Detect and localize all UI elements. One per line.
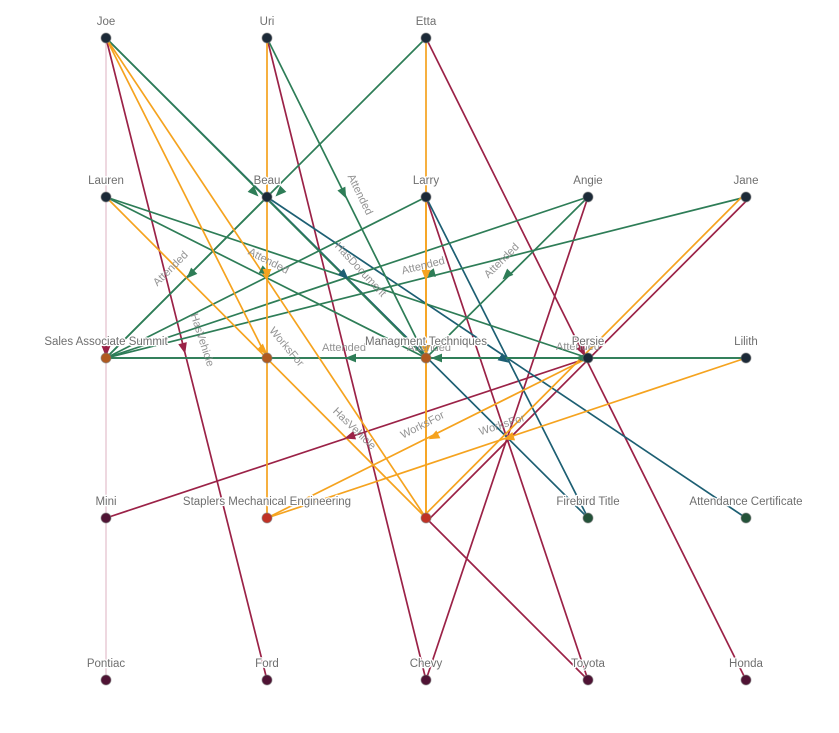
node-Lauren[interactable] (100, 191, 112, 203)
edge-Uri-HasVehicle-Chevy (266, 37, 427, 681)
node-label-Honda: Honda (729, 658, 763, 670)
node-Ford[interactable] (261, 674, 273, 686)
node-Persie[interactable] (582, 352, 594, 364)
node-Etta[interactable] (420, 32, 432, 44)
edge-label-Attended-0: Attended (151, 249, 191, 289)
nodes-layer (100, 32, 752, 686)
node-FT[interactable] (582, 512, 594, 524)
node-label-Toyota: Toyota (571, 658, 605, 670)
node-Pontiac[interactable] (100, 674, 112, 686)
node-MT[interactable] (420, 352, 432, 364)
node-label-Angie: Angie (573, 175, 602, 187)
node-labels-layer: Joe Uri Etta Lauren Beau Larry Angie Jane Sales … (43, 15, 804, 672)
node-Lilith[interactable] (740, 352, 752, 364)
node-label-Chevy: Chevy (410, 658, 443, 670)
arrowhead-Attended-icon (275, 185, 287, 197)
arrowhead-WorksFor-icon (256, 343, 268, 355)
edge-label-Attended-6: Attended (322, 342, 366, 354)
arrowhead-Attended-icon (502, 268, 514, 280)
node-label-Jane: Jane (734, 175, 759, 187)
node-Larry[interactable] (420, 191, 432, 203)
arrowhead-HasVehicle-icon (101, 346, 111, 357)
node-label-Etta: Etta (416, 16, 437, 28)
arrowhead-WorksFor-icon (262, 269, 272, 280)
edge-label-HasVehicle-12: HasVehicle (188, 312, 216, 368)
node-label-Ford: Ford (255, 658, 279, 670)
arrowheads-layer (101, 185, 586, 441)
node-label-Mini: Mini (95, 496, 116, 508)
arrowhead-Attended-icon (431, 353, 442, 363)
node-Honda[interactable] (740, 674, 752, 686)
node-label-Uri: Uri (260, 16, 275, 28)
arrowhead-HasDocument-icon (497, 352, 510, 363)
node-Jane[interactable] (740, 191, 752, 203)
arrowhead-Attended-icon (247, 185, 259, 197)
node-SAS[interactable] (100, 352, 112, 364)
edge-label-Attended-5: Attended (482, 241, 522, 281)
node-Beau[interactable] (261, 191, 273, 203)
edge-label-Attended-8: Attended (556, 341, 600, 353)
node-label-Larry: Larry (413, 175, 439, 187)
edge-N2-HasVehicle-Toyota (425, 517, 589, 681)
arrowhead-WorksFor-icon (503, 431, 516, 441)
arrowhead-WorksFor-icon (428, 430, 441, 440)
node-label-SAS: Sales Associate Summit (44, 336, 168, 348)
node-Angie[interactable] (582, 191, 594, 203)
edge-Joe-HasVehicle-Ford (105, 37, 268, 681)
arrowhead-HasVehicle-icon (178, 342, 187, 354)
arrowhead-HasVehicle-icon (576, 344, 586, 357)
node-Uri[interactable] (261, 32, 273, 44)
arrowhead-WorksFor-icon (421, 345, 431, 356)
node-label-AC: Attendance Certificate (689, 496, 802, 508)
node-Chevy[interactable] (420, 674, 432, 686)
edge-Persie-WorksFor-SME (266, 357, 589, 519)
node-AC[interactable] (740, 512, 752, 524)
edge-label-WorksFor-10: WorksFor (399, 409, 447, 441)
edge-label-Attended-2: Attended (345, 172, 375, 217)
node-label-Lilith: Lilith (734, 336, 758, 348)
arrowhead-Attended-icon (337, 186, 347, 199)
edge-Joe-WorksFor-N2 (105, 37, 427, 519)
node-N2[interactable] (420, 512, 432, 524)
edge-label-WorksFor-9: WorksFor (266, 325, 306, 369)
edge-Joe-WorksFor-N1 (105, 37, 268, 359)
node-label-Lauren: Lauren (88, 175, 124, 187)
arrowhead-Attended-icon (186, 267, 198, 279)
arrowhead-HasVehicle-icon (344, 430, 357, 440)
arrowhead-WorksFor-icon (421, 270, 431, 281)
edge-Uri-Attended-MT (266, 37, 427, 359)
node-SME[interactable] (261, 512, 273, 524)
node-label-MT: Managment Techniques (365, 336, 487, 348)
arrowhead-Attended-icon (345, 353, 356, 363)
node-label-Beau: Beau (254, 175, 281, 187)
node-N1[interactable] (261, 352, 273, 364)
node-Joe[interactable] (100, 32, 112, 44)
node-label-FT: Firebird Title (556, 496, 619, 508)
node-Toyota[interactable] (582, 674, 594, 686)
node-Mini[interactable] (100, 512, 112, 524)
node-label-Pontiac: Pontiac (87, 658, 126, 670)
node-label-Joe: Joe (97, 16, 116, 28)
arrowhead-HasDocument-icon (337, 268, 349, 280)
edge-label-Attended-7: Attended (407, 342, 451, 354)
node-label-Persie: Persie (572, 336, 605, 348)
node-label-SME: Staplers Mechanical Engineering (183, 496, 351, 508)
